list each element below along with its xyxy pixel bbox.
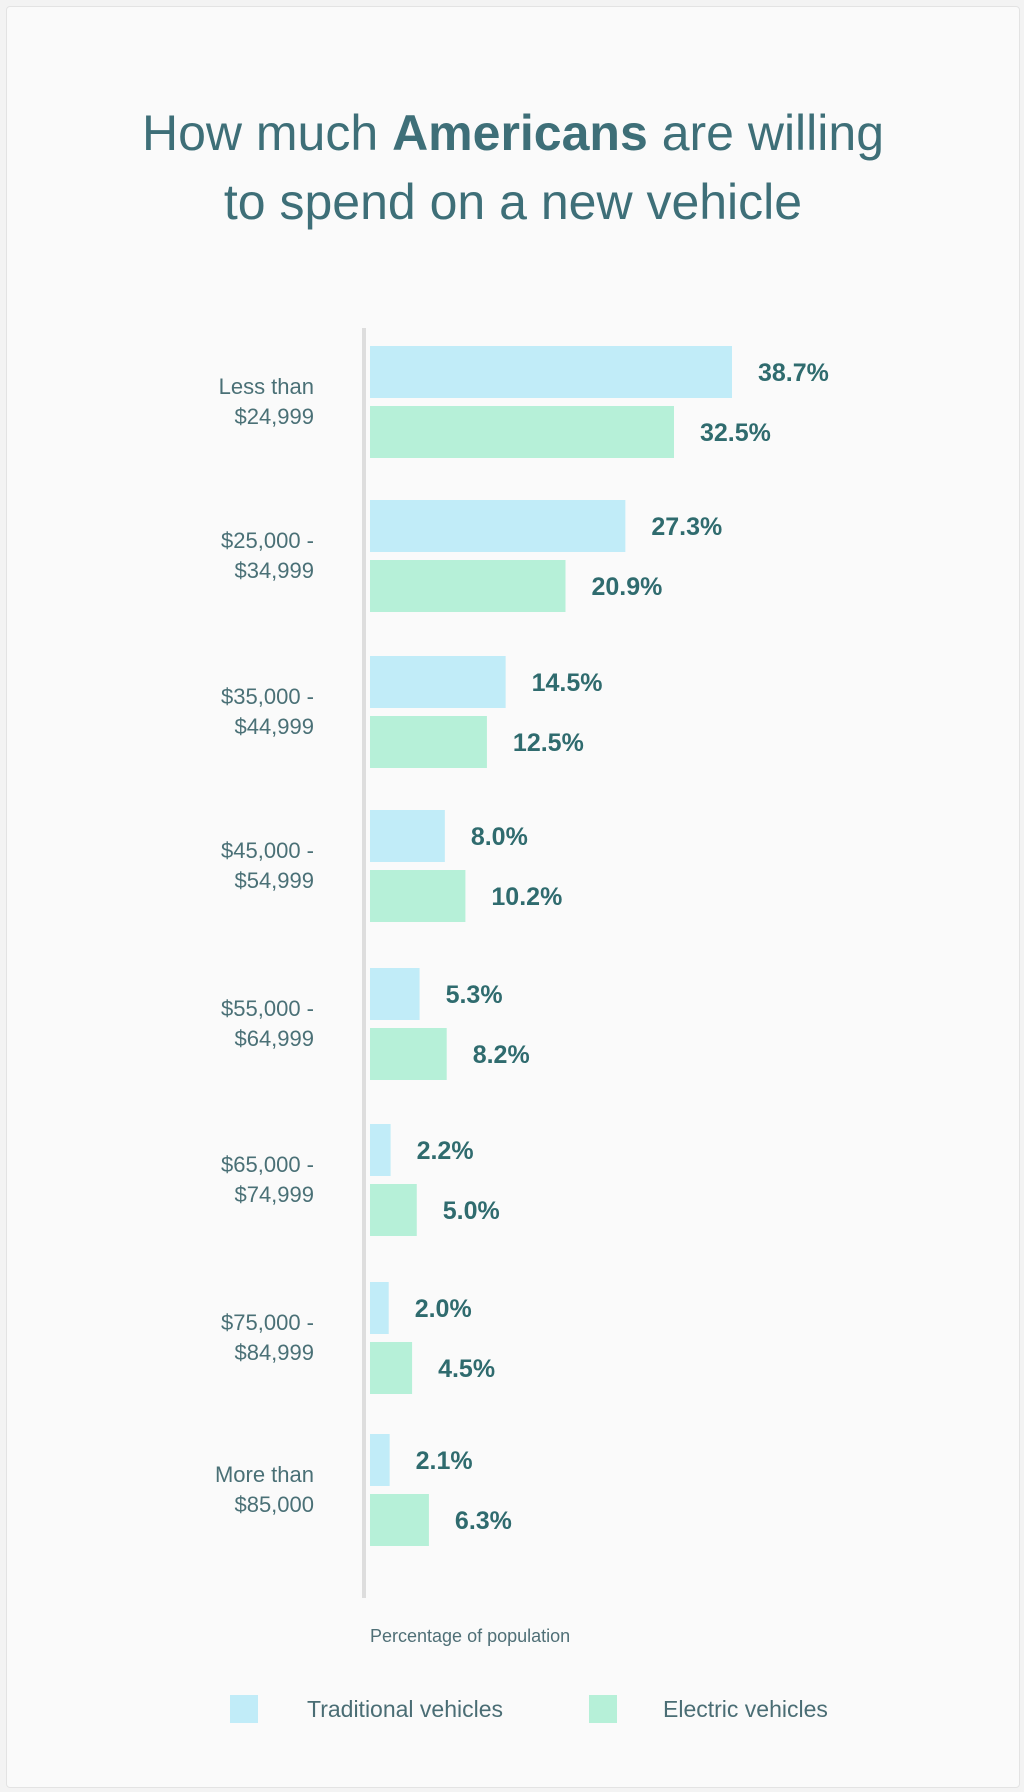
title-line1-pre: How much xyxy=(141,105,379,161)
title-line1-bold: Americans xyxy=(392,105,648,161)
data-label-traditional: 2.2% xyxy=(417,1137,474,1165)
legend-swatch-electric xyxy=(589,1695,617,1723)
category-label: $34,999 xyxy=(234,558,314,583)
title-line1-post: are willing xyxy=(661,105,885,161)
data-label-electric: 4.5% xyxy=(438,1355,495,1383)
category-label: $74,999 xyxy=(234,1182,314,1207)
legend-label-traditional: Traditional vehicles xyxy=(307,1696,504,1722)
category-label: $65,000 - xyxy=(221,1152,314,1177)
category-label: $45,000 - xyxy=(221,838,314,863)
legend-swatch-traditional xyxy=(230,1695,258,1723)
bar-electric xyxy=(370,716,487,768)
category-label: $24,999 xyxy=(234,404,314,429)
chart-title: How much Americans are willing to spend … xyxy=(7,99,1019,237)
category-label: $25,000 - xyxy=(221,528,314,553)
bar-electric xyxy=(370,1028,447,1080)
title-line2: to spend on a new vehicle xyxy=(223,174,803,230)
category-label: Less than xyxy=(219,374,314,399)
data-label-traditional: 2.1% xyxy=(416,1447,473,1475)
bar-electric xyxy=(370,1494,429,1546)
chart-card: How much Americans are willing to spend … xyxy=(6,6,1020,1788)
category-label: $85,000 xyxy=(234,1492,314,1517)
x-axis-title: Percentage of population xyxy=(370,1626,571,1646)
category-label: $54,999 xyxy=(234,868,314,893)
data-label-traditional: 14.5% xyxy=(532,669,603,697)
bar-traditional xyxy=(370,810,445,862)
bar-traditional xyxy=(370,500,626,552)
data-label-electric: 6.3% xyxy=(455,1507,512,1535)
category-label: $44,999 xyxy=(234,714,314,739)
data-label-electric: 8.2% xyxy=(473,1041,530,1069)
data-label-traditional: 8.0% xyxy=(471,823,528,851)
category-label: $64,999 xyxy=(234,1026,314,1051)
data-label-electric: 20.9% xyxy=(591,573,662,601)
bar-electric xyxy=(370,1342,413,1394)
data-label-traditional: 5.3% xyxy=(446,981,503,1009)
bar-electric xyxy=(370,560,566,612)
bar-electric xyxy=(370,406,675,458)
data-label-traditional: 27.3% xyxy=(651,513,722,541)
category-label: More than xyxy=(215,1462,314,1487)
category-label: $35,000 - xyxy=(221,684,314,709)
data-label-traditional: 38.7% xyxy=(758,359,829,387)
bar-traditional xyxy=(370,1434,390,1486)
category-label: $55,000 - xyxy=(221,996,314,1021)
data-label-electric: 32.5% xyxy=(700,419,771,447)
category-label: $75,000 - xyxy=(221,1310,314,1335)
data-label-traditional: 2.0% xyxy=(415,1295,472,1323)
bar-traditional xyxy=(370,1282,389,1334)
bar-traditional xyxy=(370,346,732,398)
data-label-electric: 10.2% xyxy=(491,883,562,911)
data-label-electric: 5.0% xyxy=(443,1197,500,1225)
data-label-electric: 12.5% xyxy=(513,729,584,757)
bar-traditional xyxy=(370,968,420,1020)
legend-label-electric: Electric vehicles xyxy=(663,1696,828,1722)
bar-traditional xyxy=(370,1124,391,1176)
category-label: $84,999 xyxy=(234,1340,314,1365)
bar-traditional xyxy=(370,656,506,708)
bar-electric xyxy=(370,1184,417,1236)
bar-electric xyxy=(370,870,466,922)
